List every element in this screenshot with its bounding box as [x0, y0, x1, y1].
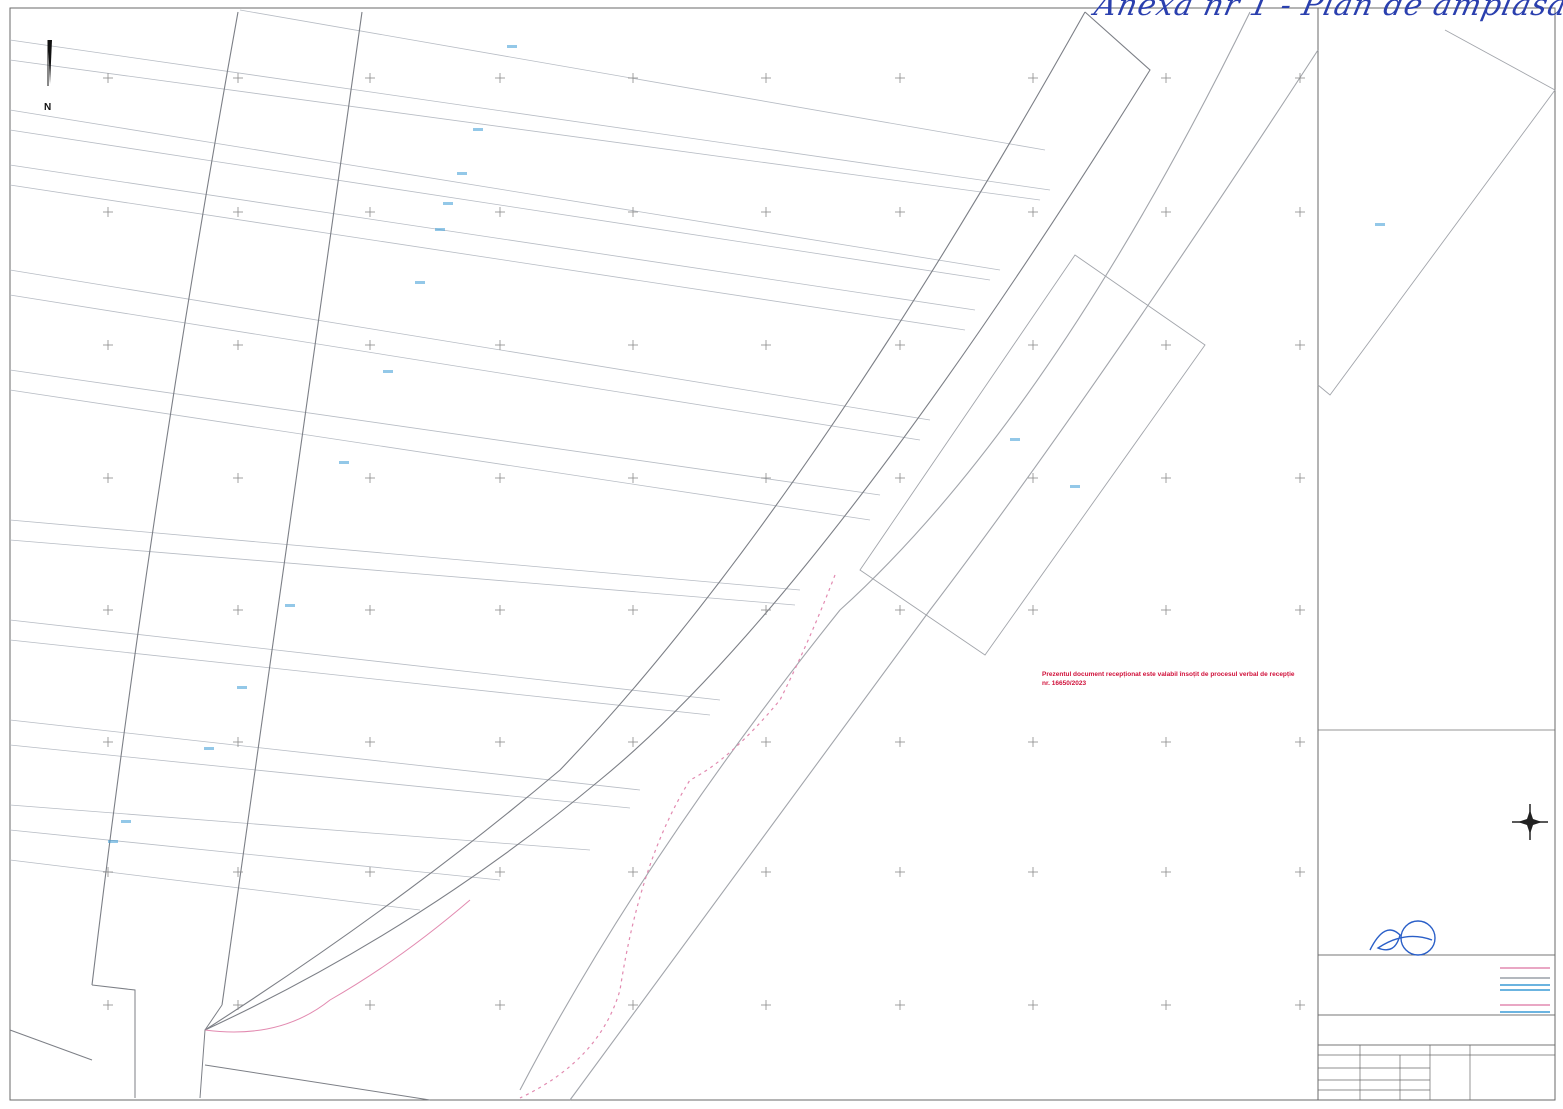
stamp-signature — [1369, 920, 1436, 956]
parcel-number-mark — [507, 45, 517, 48]
grid-crosses — [103, 73, 1305, 1010]
parcel-number-mark — [237, 686, 247, 689]
adjacent-plots — [859, 29, 1556, 656]
cartouche-block — [1317, 729, 1556, 1101]
parcel-number-mark — [121, 820, 131, 823]
parcel-number-mark — [1070, 485, 1080, 488]
parcel-number-mark — [204, 747, 214, 750]
property-boundary-lower — [204, 899, 471, 1033]
north-arrow-icon — [47, 40, 52, 86]
parcel-number-mark — [285, 604, 295, 607]
property-boundary — [519, 574, 836, 1099]
parcel-number-mark — [435, 228, 445, 231]
parcel-number-mark — [1010, 438, 1020, 441]
parcel-number-mark — [415, 281, 425, 284]
compass-rose-icon — [1512, 804, 1548, 840]
parcel-labels — [108, 45, 1385, 843]
handwritten-title: Anexa nr 1 - Plan de amplasament — [1091, 0, 1563, 23]
parcel-number-mark — [457, 172, 467, 175]
parcel-number-mark — [1375, 223, 1385, 226]
parcel-number-mark — [108, 840, 118, 843]
validity-note: Prezentul document recepționat este vala… — [1042, 671, 1295, 687]
parcel-number-mark — [339, 461, 349, 464]
parcel-number-mark — [443, 202, 453, 205]
legend-swatches — [1500, 967, 1550, 1013]
parcel-number-mark — [383, 370, 393, 373]
north-label: N — [44, 102, 52, 113]
parcel-number-mark — [473, 128, 483, 131]
road-edges — [91, 11, 1319, 1101]
map-frame — [9, 7, 1556, 1101]
parcel-strips — [9, 9, 1051, 911]
bottom-left-inset — [9, 984, 431, 1101]
